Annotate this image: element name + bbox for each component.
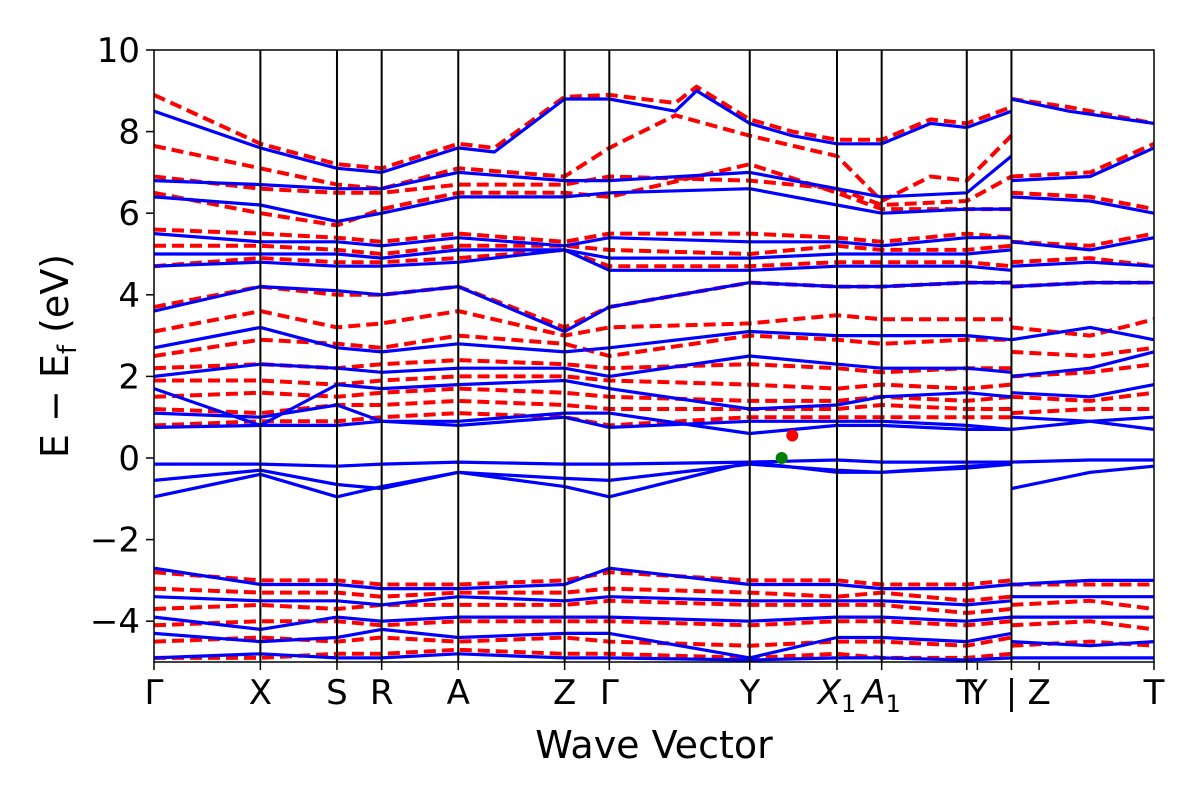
x-tick-label: Γ [600,673,619,713]
solid-band-line [154,458,1012,468]
solid-band-line [154,652,1012,662]
solid-band-line [154,248,1012,272]
dashed-band-line [154,619,1012,628]
dashed-band-line [1011,256,1154,269]
vbm-marker [775,452,788,464]
solid-band-line [1011,419,1154,431]
solid-band-line [1011,325,1154,342]
dashed-band-line [1011,345,1154,358]
solid-band-line [1011,464,1154,491]
y-tick-label: 10 [97,31,140,71]
dashed-band-line [154,374,1012,391]
x-tick-label: T [955,673,977,713]
plot-frame [153,49,1155,663]
solid-band-line [1011,458,1154,464]
y-tick-label: 4 [118,276,140,316]
dashed-band-line [154,84,1013,171]
high-symmetry-lines [259,50,1013,662]
x-tick-label: Z [1027,673,1050,713]
bands-layer [154,84,1154,662]
y-axis-label-main: E − E [33,354,77,458]
dashed-band-line [154,309,1012,338]
x-tick-label: X1 [816,673,857,718]
solid-band-line [1011,350,1154,378]
solid-band-line [1011,97,1154,125]
dashed-band-line [1011,190,1154,212]
dashed-band-line [154,247,1012,269]
dashed-band-line [154,113,1013,203]
y-tick-label: 2 [118,357,140,397]
y-axis-label: E − Ef (eV) [33,254,83,458]
solid-band-line [1011,383,1154,399]
x-tick-label: A [447,673,470,713]
x-axis-ticks: Γ X S R A Z Γ Y X1 A1 TY | Z T [145,662,1165,718]
dashed-band-line [154,635,1012,648]
solid-band-line [154,154,1013,199]
y-tick-label: 6 [118,194,140,234]
solid-band-line [154,627,1012,660]
y-tick-label: 0 [118,439,140,479]
dashed-band-line [154,243,1012,256]
dashed-band-line [154,227,1012,244]
solid-band-line [154,403,1012,436]
x-tick-label: T [1143,673,1165,713]
solid-band-line [154,248,1012,260]
solid-band-line [154,378,1012,427]
y-axis-label-sub: f [53,344,83,354]
solid-band-line [154,354,1012,378]
dashed-band-line [1011,598,1154,611]
dashed-band-line [1011,317,1154,338]
dashed-band-line [1011,141,1154,179]
solid-band-line [154,595,1012,607]
y-tick-label: −2 [90,521,140,561]
solid-band-line [154,232,1012,248]
x-tick-label: Z [553,673,576,713]
solid-band-line [1011,146,1154,183]
dashed-band-line [154,586,1012,603]
solid-band-line [154,415,1012,431]
y-tick-label: −4 [90,602,140,642]
x-tick-label: Γ [145,673,164,713]
solid-band-line [1011,640,1154,648]
solid-band-line [1011,236,1154,252]
y-axis-ticks: 10 8 6 4 2 0 −2 −4 [90,31,154,642]
solid-band-line [1011,195,1154,215]
x-tick-label: Y [966,673,988,713]
x-tick-label: | [1006,673,1017,713]
x-tick-label: A1 [860,673,901,718]
x-axis-label: Wave Vector [535,723,773,767]
solid-band-line [154,615,1012,631]
x-tick-label: Y [738,673,760,713]
dashed-band-line [1011,619,1154,632]
solid-band-line [154,187,1012,223]
markers-layer [775,429,799,464]
x-tick-label: R [370,673,394,713]
x-tick-label: S [326,673,348,713]
dashed-band-line [1011,390,1154,403]
y-axis-label-unit: (eV) [33,254,77,345]
solid-band-line [1011,281,1154,289]
solid-band-line [154,89,1012,174]
solid-band-line [1011,578,1154,587]
solid-band-line [154,281,1012,334]
solid-band-line [154,566,1012,591]
dashed-band-line [154,598,1012,615]
solid-band-line [1011,260,1154,268]
solid-band-line [154,325,1012,354]
solid-band-line [154,460,1012,499]
y-tick-label: 8 [118,113,140,153]
x-tick-label: X [249,673,272,713]
dashed-band-line [1011,407,1154,416]
cbm-marker [786,429,799,442]
